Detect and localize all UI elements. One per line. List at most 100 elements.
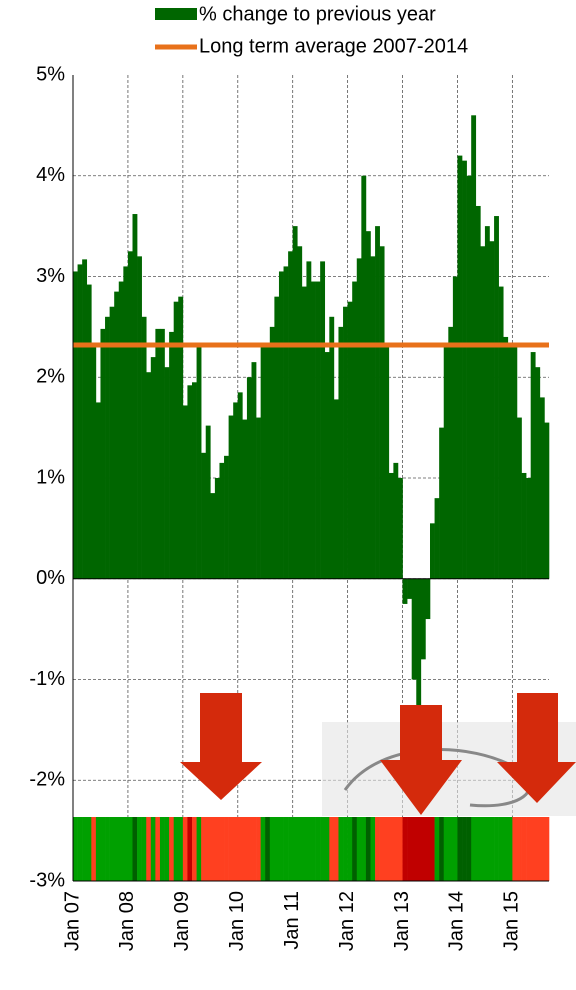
strip-cell <box>164 817 170 881</box>
strip-cell <box>114 817 120 881</box>
bar <box>539 397 545 579</box>
bar <box>169 331 174 579</box>
bar <box>434 498 440 579</box>
bar <box>402 578 408 604</box>
decoration <box>180 693 576 816</box>
bar <box>416 578 422 730</box>
strip-cell <box>448 817 454 881</box>
strip-cell <box>489 817 495 881</box>
strip-cell <box>507 817 513 881</box>
bar <box>379 246 385 579</box>
strip-cell <box>484 817 490 881</box>
x-tick-label: Jan 13 <box>391 891 413 951</box>
strip-cell <box>466 817 472 881</box>
strip-cell <box>260 817 266 881</box>
bar <box>530 352 536 579</box>
strip-cell <box>187 817 193 881</box>
strip-cell <box>210 817 216 881</box>
bar <box>233 402 239 579</box>
strip-cell <box>498 817 504 881</box>
bar <box>146 372 152 579</box>
bar <box>292 226 298 579</box>
x-tick-label: Jan 08 <box>116 891 138 951</box>
bar <box>256 417 261 579</box>
y-tick-label: 2% <box>36 366 65 388</box>
bar <box>507 347 513 579</box>
bar <box>516 417 522 579</box>
bar <box>242 419 248 579</box>
bar <box>521 472 527 579</box>
strip-cell <box>402 817 408 881</box>
strip-cell <box>278 817 284 881</box>
strip-cell <box>155 817 161 881</box>
bar <box>452 276 458 579</box>
bar <box>95 402 101 579</box>
strip-cell <box>292 817 298 881</box>
strip-cell <box>173 817 179 881</box>
bar <box>420 578 426 660</box>
bar <box>269 326 275 579</box>
bar <box>274 296 280 579</box>
strip-cell <box>251 817 257 881</box>
strip-cell <box>526 817 531 881</box>
bar <box>205 425 211 579</box>
strip-cell <box>109 817 115 881</box>
bar <box>173 301 179 579</box>
strip-cell <box>228 817 234 881</box>
strip-cell <box>73 817 78 881</box>
bar <box>484 226 490 579</box>
y-tick-label: -1% <box>29 668 65 690</box>
bar <box>439 427 445 579</box>
bar <box>150 357 156 579</box>
bar <box>77 264 83 579</box>
strip-cell <box>306 817 312 881</box>
x-tick-label: Jan 09 <box>171 891 193 951</box>
strip-cell <box>205 817 211 881</box>
bar <box>494 216 499 579</box>
bar <box>333 399 339 579</box>
legend-label: % change to previous year <box>199 3 436 25</box>
bar <box>201 452 207 579</box>
strip-cell <box>150 817 156 881</box>
bar <box>164 367 170 579</box>
strip-cell <box>384 817 390 881</box>
bar <box>137 256 142 579</box>
strip-cell <box>237 817 243 881</box>
bar <box>219 462 225 579</box>
bar <box>430 523 435 579</box>
strip-cell <box>159 817 165 881</box>
y-tick-label: -2% <box>29 769 65 791</box>
bar <box>448 326 454 579</box>
strip-cell <box>283 817 289 881</box>
strip-cell <box>494 817 499 881</box>
bar <box>178 296 184 579</box>
strip-cell <box>77 817 83 881</box>
strip-cell <box>338 817 344 881</box>
bar <box>118 281 124 579</box>
strip-cell <box>347 817 353 881</box>
bar <box>182 405 188 579</box>
bar <box>361 175 367 579</box>
strip-cell <box>274 817 280 881</box>
strip-cell <box>516 817 522 881</box>
bar <box>503 336 509 579</box>
bar <box>526 478 531 579</box>
bar <box>393 462 399 579</box>
bar <box>425 578 431 620</box>
strip-cell <box>320 817 326 881</box>
strip-cell <box>434 817 440 881</box>
bar <box>411 578 417 680</box>
bar <box>155 328 161 579</box>
bar <box>224 455 229 579</box>
x-tick-label: Jan 14 <box>446 891 468 951</box>
strip-cell <box>352 817 358 881</box>
bar <box>196 345 202 579</box>
strip-cell <box>91 817 97 881</box>
bar <box>457 155 463 579</box>
strip-cell <box>356 817 362 881</box>
axes: -3% -2% -1% 0% 1% 2% 3% 4% 5% Jan 07 Jan 08 Jan 09 J… <box>29 63 549 951</box>
strip-cell <box>196 817 202 881</box>
bar <box>343 306 348 579</box>
bar <box>397 478 403 579</box>
strip-cell <box>297 817 303 881</box>
